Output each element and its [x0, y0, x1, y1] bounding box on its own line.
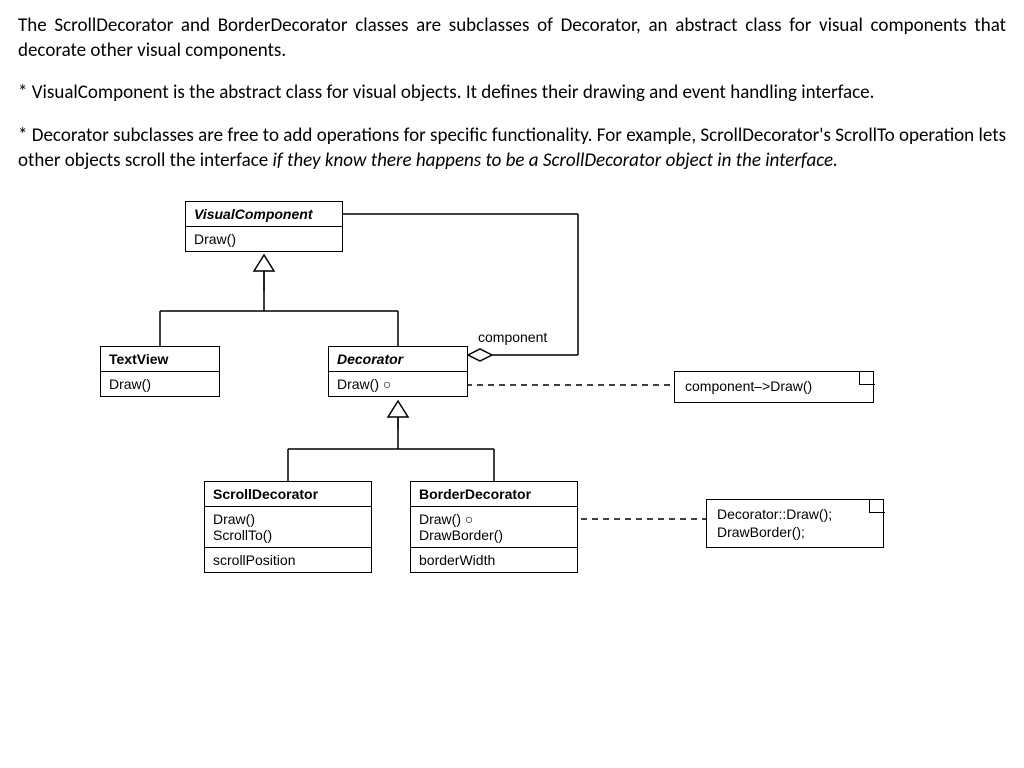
class-textview: TextView Draw()	[100, 346, 220, 397]
class-visualcomponent: VisualComponent Draw()	[185, 201, 343, 252]
class-method: Draw()	[186, 227, 342, 251]
class-borderdecorator: BorderDecorator Draw() ○ DrawBorder() bo…	[410, 481, 578, 573]
paragraph-2: * VisualComponent is the abstract class …	[18, 81, 1006, 106]
note-component-draw: component–>Draw()	[674, 371, 874, 403]
paragraph-3: * Decorator subclasses are free to add o…	[18, 124, 1006, 173]
note-decorator-draw: Decorator::Draw(); DrawBorder();	[706, 499, 884, 548]
uml-diagram: VisualComponent Draw() TextView Draw() D…	[18, 191, 1006, 621]
paragraph-3b: if they know there happens to be a Scrol…	[273, 149, 838, 172]
class-attributes: borderWidth	[411, 548, 577, 572]
class-method: Draw()	[101, 372, 219, 396]
class-method: Draw() ○	[329, 372, 467, 396]
class-title: ScrollDecorator	[205, 482, 371, 507]
class-title: TextView	[101, 347, 219, 372]
class-methods: Draw() ScrollTo()	[205, 507, 371, 548]
class-decorator: Decorator Draw() ○	[328, 346, 468, 397]
class-title: BorderDecorator	[411, 482, 577, 507]
note-fold-icon	[859, 371, 875, 385]
class-methods: Draw() ○ DrawBorder()	[411, 507, 577, 548]
note-fold-icon	[869, 499, 885, 513]
class-attributes: scrollPosition	[205, 548, 371, 572]
paragraph-1: The ScrollDecorator and BorderDecorator …	[18, 14, 1006, 63]
class-title: VisualComponent	[186, 202, 342, 227]
class-title: Decorator	[329, 347, 467, 372]
edge-label-component: component	[478, 329, 547, 345]
class-scrolldecorator: ScrollDecorator Draw() ScrollTo() scroll…	[204, 481, 372, 573]
